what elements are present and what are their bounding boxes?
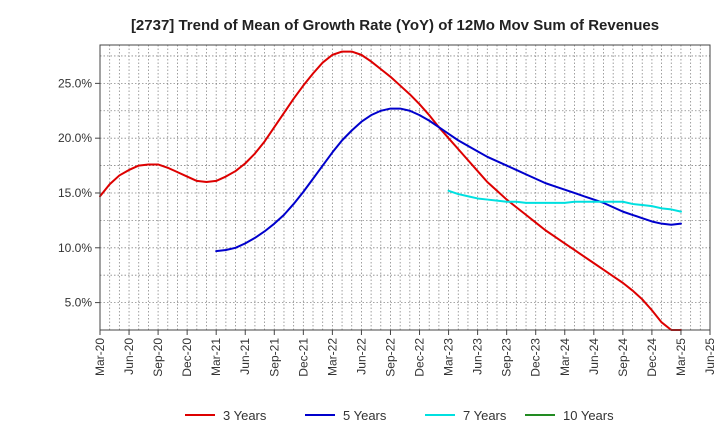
y-tick-label: 5.0% (65, 296, 93, 310)
series-line-7-years (447, 189, 682, 213)
legend-label: 7 Years (463, 408, 507, 423)
x-tick-label: Sep-24 (616, 338, 630, 377)
x-tick-label: Mar-21 (209, 338, 223, 376)
series-lines (99, 50, 682, 331)
x-tick-label: Mar-23 (442, 338, 456, 376)
x-tick-label: Dec-24 (645, 338, 659, 377)
x-tick-label: Jun-20 (122, 338, 136, 375)
x-tick-label: Mar-24 (558, 338, 572, 376)
x-tick-label: Mar-20 (93, 338, 107, 376)
y-tick-label: 15.0% (58, 186, 92, 200)
series-line-5-years (215, 107, 682, 253)
grid-lines (100, 45, 710, 330)
x-tick-label: Jun-21 (238, 338, 252, 375)
x-tick-label: Sep-20 (151, 338, 165, 377)
chart-title: [2737] Trend of Mean of Growth Rate (YoY… (131, 17, 659, 34)
x-tick-label: Mar-22 (325, 338, 339, 376)
plot-background (100, 45, 710, 330)
legend: 3 Years 5 Years 7 Years 10 Years (185, 408, 614, 423)
x-tick-label: Jun-22 (354, 338, 368, 375)
x-tick-label: Sep-22 (383, 338, 397, 377)
x-tick-label: Mar-25 (674, 338, 688, 376)
x-tick-label: Dec-21 (296, 338, 310, 377)
x-tick-label: Dec-23 (529, 338, 543, 377)
x-tick-label: Sep-21 (267, 338, 281, 377)
axes: 5.0% 10.0% 15.0% 20.0% 25.0% Mar-20 Jun-20 Sep-… (58, 44, 717, 377)
legend-label: 3 Years (223, 408, 267, 423)
x-tick-label: Dec-22 (413, 338, 427, 377)
plot-border (99, 44, 711, 331)
y-tick-label: 10.0% (58, 241, 92, 255)
x-tick-label: Dec-20 (180, 338, 194, 377)
y-tick-label: 20.0% (58, 131, 92, 145)
x-tick-label: Sep-23 (500, 338, 514, 377)
series-line-3-years (99, 50, 682, 331)
x-tick-label: Jun-23 (471, 338, 485, 375)
legend-label: 10 Years (563, 408, 614, 423)
plot-area (100, 45, 710, 330)
x-tick-label: Jun-24 (587, 338, 601, 375)
y-tick-label: 25.0% (58, 76, 92, 90)
legend-label: 5 Years (343, 408, 387, 423)
x-tick-label: Jun-25 (703, 338, 717, 375)
